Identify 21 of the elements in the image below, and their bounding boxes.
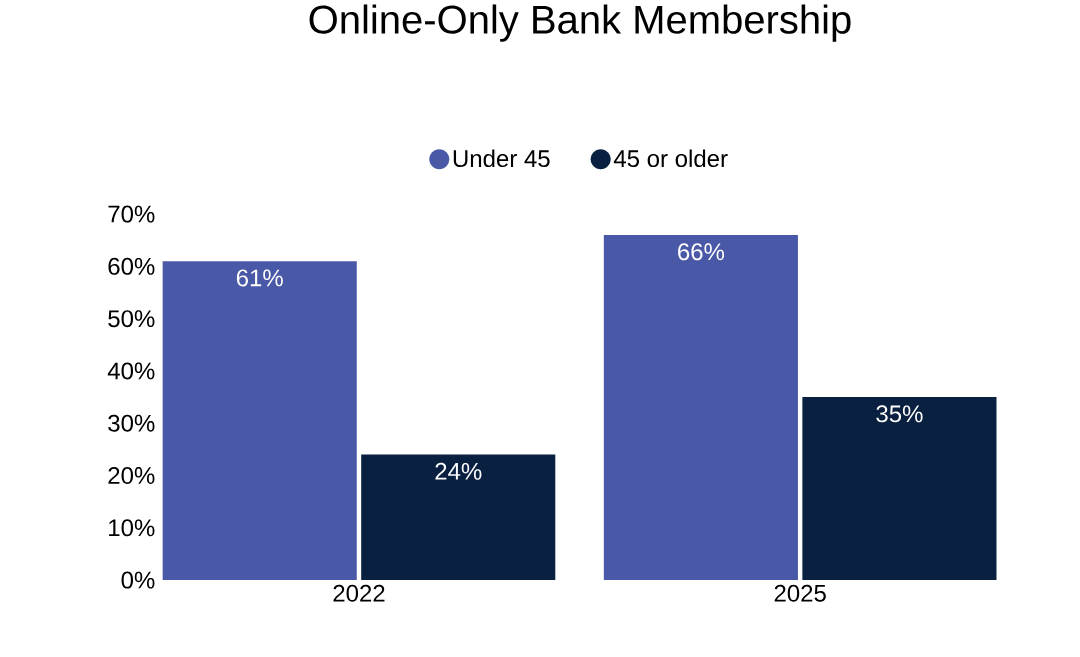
y-tick-label: 30% (108, 414, 155, 432)
data-label: 66% (678, 243, 725, 261)
bar (603, 234, 798, 581)
legend-label: 45 or older (613, 149, 728, 168)
y-tick-label: 70% (108, 205, 155, 223)
y-tick-label: 50% (108, 310, 155, 328)
legend-label: Under 45 (453, 149, 550, 168)
chart-title: Online-Only Bank Membership (309, 4, 851, 42)
y-tick-label: 40% (107, 362, 155, 380)
x-tick-label: 2025 (774, 584, 826, 602)
y-tick-label: 0% (121, 571, 155, 589)
data-label: 24% (435, 462, 482, 480)
bar (162, 261, 357, 581)
bar (361, 454, 556, 581)
data-label: 35% (876, 405, 923, 423)
bar (802, 397, 997, 581)
y-tick-label: 20% (108, 466, 155, 484)
data-label: 61% (236, 269, 283, 287)
y-tick-label: 60% (108, 257, 155, 275)
y-tick-label: 10% (109, 519, 155, 537)
x-tick-label: 2022 (333, 584, 385, 602)
